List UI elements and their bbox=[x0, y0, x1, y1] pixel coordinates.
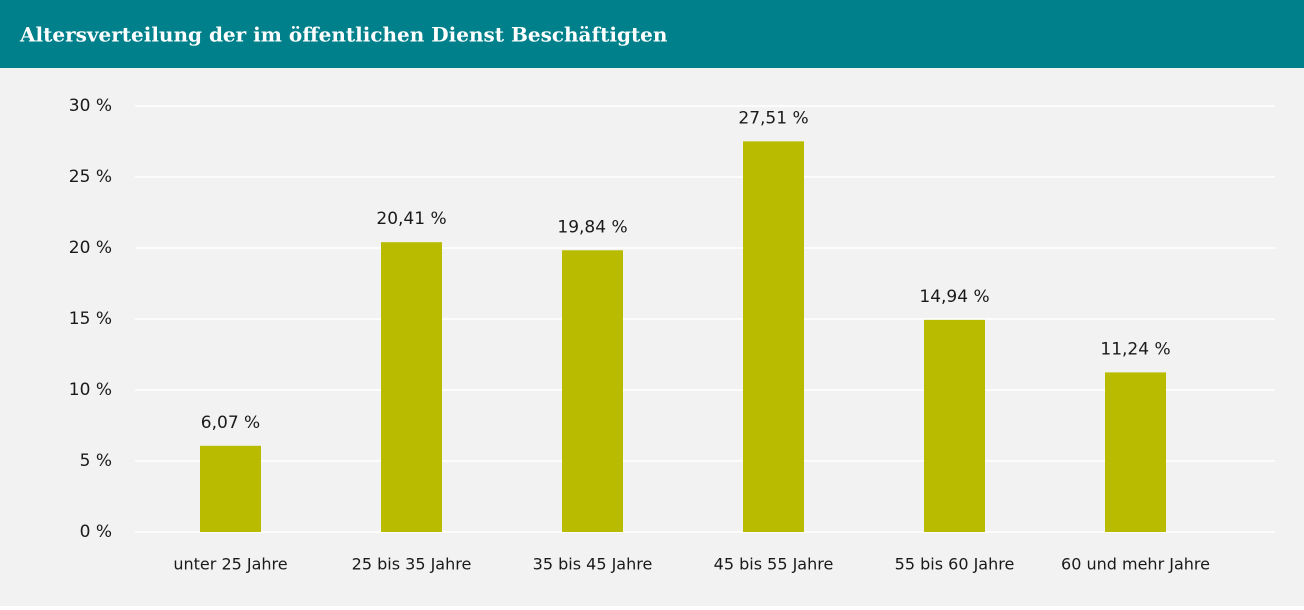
bar bbox=[924, 319, 985, 532]
y-tick-label: 30 % bbox=[69, 96, 112, 116]
x-tick-label: 45 bis 55 Jahre bbox=[714, 555, 834, 574]
x-tick-label: 60 und mehr Jahre bbox=[1061, 555, 1210, 574]
value-label: 27,51 % bbox=[738, 108, 808, 128]
value-label: 20,41 % bbox=[376, 209, 446, 229]
value-label: 6,07 % bbox=[201, 413, 260, 433]
value-label: 19,84 % bbox=[557, 217, 627, 237]
value-label: 11,24 % bbox=[1100, 339, 1170, 359]
y-tick-label: 5 % bbox=[80, 451, 112, 471]
x-tick-label: 35 bis 45 Jahre bbox=[533, 555, 653, 574]
y-tick-label: 20 % bbox=[69, 238, 112, 258]
x-tick-label: unter 25 Jahre bbox=[173, 555, 287, 574]
chart-title: Altersverteilung der im öffentlichen Die… bbox=[19, 23, 668, 47]
bar bbox=[381, 242, 442, 533]
bar bbox=[200, 445, 261, 532]
y-tick-label: 10 % bbox=[69, 380, 112, 400]
bar bbox=[562, 250, 623, 532]
y-tick-label: 0 % bbox=[80, 522, 112, 542]
header-bar bbox=[0, 0, 1304, 68]
bar bbox=[1105, 372, 1166, 532]
y-tick-label: 25 % bbox=[69, 167, 112, 187]
x-tick-label: 55 bis 60 Jahre bbox=[895, 555, 1015, 574]
y-tick-label: 15 % bbox=[69, 309, 112, 329]
x-tick-label: 25 bis 35 Jahre bbox=[352, 555, 472, 574]
value-label: 14,94 % bbox=[919, 287, 989, 307]
bar bbox=[743, 141, 804, 532]
